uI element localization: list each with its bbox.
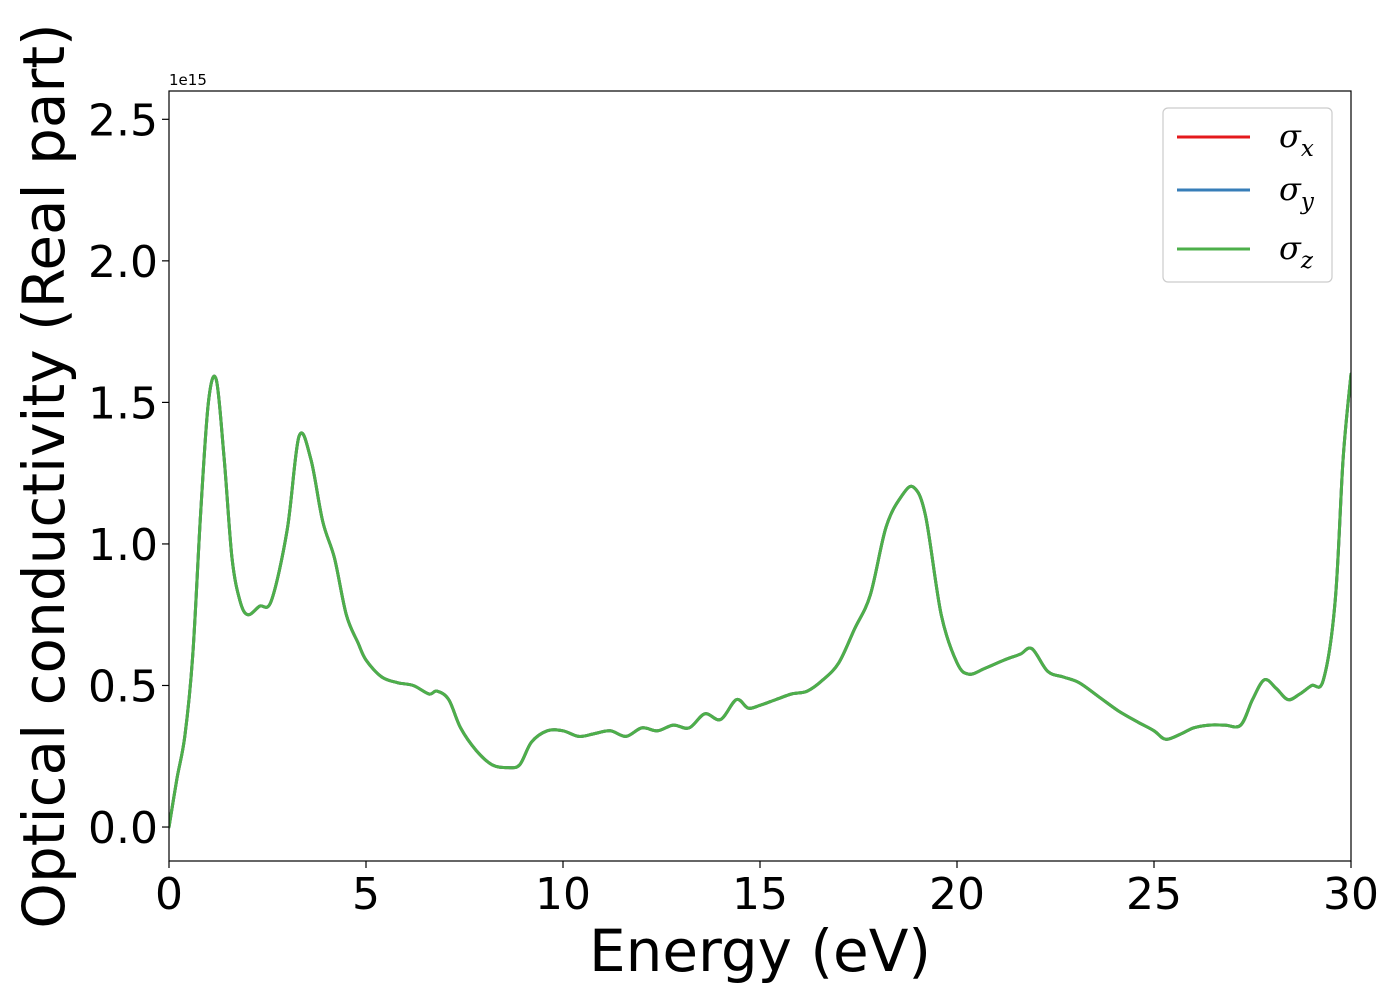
legend-box <box>1162 107 1333 283</box>
y-offset-label: 1e15 <box>169 71 207 89</box>
legend-label-sigma-z: σz <box>1279 229 1314 274</box>
x-tick-label: 0 <box>155 869 183 920</box>
x-tick-label: 15 <box>732 869 788 920</box>
x-tick-label: 5 <box>352 869 380 920</box>
series-line-sigma-x <box>169 372 1351 829</box>
y-tick-label: 0.5 <box>88 661 158 712</box>
ticks-layer: 0 5 10 15 20 25 30 0.0 0.5 1.0 1.5 2.0 2.5 <box>88 95 1379 920</box>
series-layer <box>169 372 1351 829</box>
x-tick-label: 30 <box>1323 869 1379 920</box>
y-tick-label: 2.0 <box>88 237 158 288</box>
legend-label-sigma-y: σy <box>1279 170 1315 215</box>
y-tick-label: 1.5 <box>88 378 158 429</box>
y-tick-label: 2.5 <box>88 95 158 146</box>
y-axis-title: Optical conductivity (Real part) <box>10 23 78 928</box>
y-tick-label: 0.0 <box>88 803 158 854</box>
series-line-sigma-y <box>169 372 1351 829</box>
x-tick-label: 25 <box>1126 869 1182 920</box>
series-line-sigma-z <box>169 372 1351 829</box>
legend-label-sigma-x: σx <box>1279 117 1314 162</box>
x-tick-label: 10 <box>535 869 591 920</box>
legend: σx σy σz <box>1162 107 1333 283</box>
x-axis-title: Energy (eV) <box>589 917 931 985</box>
x-tick-label: 20 <box>929 869 985 920</box>
y-tick-label: 1.0 <box>88 520 158 571</box>
